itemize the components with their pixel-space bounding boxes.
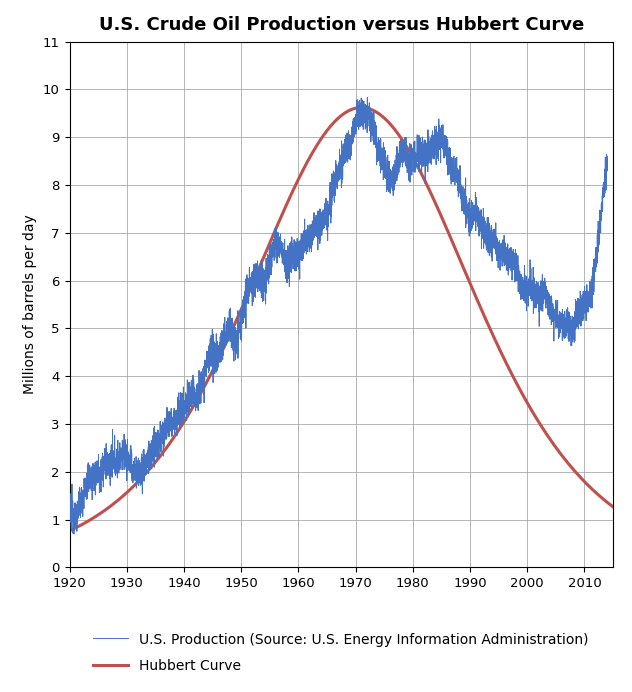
U.S. Production (Source: U.S. Energy Information Administration): (2.01e+03, 8.6): U.S. Energy Information Administration):… [604, 152, 611, 161]
U.S. Production (Source: U.S. Energy Information Administration): (1.93e+03, 1.92): U.S. Energy Information Administration):… [112, 471, 119, 480]
Hubbert Curve [358, 103, 365, 111]
Hubbert Curve [609, 502, 616, 511]
Line: U.S. Production (Source: U.S. Energy Information Administration): U.S. Production (Source: U.S. Energy Inf… [70, 98, 607, 534]
Hubbert Curve [299, 167, 307, 175]
Legend: U.S. Production (Source: U.S. Energy Information Administration), Hubbert Curve: U.S. Production (Source: U.S. Energy Inf… [87, 627, 594, 679]
U.S. Production (Source: U.S. Energy Information Administration): (1.92e+03, 0.698): U.S. Energy Information Administration):… [70, 530, 78, 538]
U.S. Production (Source: U.S. Energy Information Administration): (1.96e+03, 6.4): U.S. Energy Information Administration):… [280, 257, 288, 266]
U.S. Production (Source: U.S. Energy Information Administration): (1.96e+03, 6.64): U.S. Energy Information Administration):… [290, 246, 298, 254]
U.S. Production (Source: U.S. Energy Information Administration): (1.96e+03, 6.44): U.S. Energy Information Administration):… [289, 255, 296, 264]
Hubbert Curve [609, 502, 617, 511]
U.S. Production (Source: U.S. Energy Information Administration): (1.92e+03, 1.16): U.S. Energy Information Administration):… [66, 508, 73, 516]
U.S. Production (Source: U.S. Energy Information Administration): (1.99e+03, 7.54): U.S. Energy Information Administration):… [475, 203, 482, 211]
Title: U.S. Crude Oil Production versus Hubbert Curve: U.S. Crude Oil Production versus Hubbert… [99, 17, 584, 35]
Hubbert Curve [498, 349, 506, 358]
U.S. Production (Source: U.S. Energy Information Administration): (1.97e+03, 9.11): U.S. Energy Information Administration):… [370, 127, 378, 136]
Hubbert Curve [626, 514, 632, 522]
Line: Hubbert Curve: Hubbert Curve [24, 107, 630, 547]
Hubbert Curve [20, 543, 28, 552]
U.S. Production (Source: U.S. Energy Information Administration): (1.97e+03, 9.83): U.S. Energy Information Administration):… [363, 93, 371, 102]
Y-axis label: Millions of barrels per day: Millions of barrels per day [23, 215, 37, 394]
Hubbert Curve [315, 138, 322, 147]
Hubbert Curve [51, 533, 59, 541]
